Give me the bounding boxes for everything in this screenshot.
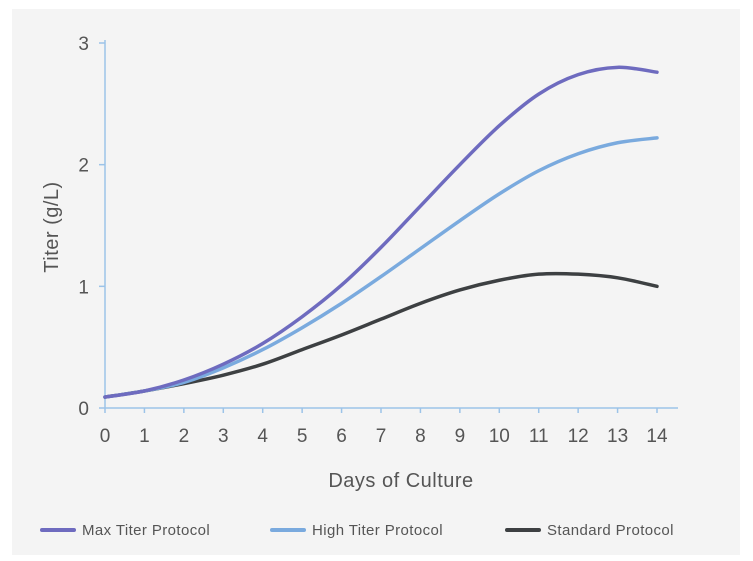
- y-tick-label: 2: [78, 156, 89, 177]
- x-tick-label: 2: [179, 426, 190, 447]
- legend-label-1: High Titer Protocol: [312, 522, 443, 539]
- series-line-2: [103, 271, 659, 399]
- x-tick-label: 8: [415, 426, 426, 447]
- x-axis-title: Days of Culture: [328, 470, 473, 492]
- legend-label-0: Max Titer Protocol: [82, 522, 210, 539]
- x-tick-label: 10: [489, 426, 510, 447]
- x-tick-label: 6: [336, 426, 347, 447]
- axes: [104, 40, 678, 409]
- x-tick-label: 0: [100, 426, 111, 447]
- series-lines: [103, 65, 659, 399]
- series-line-1: [103, 136, 659, 399]
- x-tick-label: 5: [297, 426, 308, 447]
- y-tick-label: 1: [78, 277, 89, 298]
- x-tick-label: 4: [257, 426, 268, 447]
- legend: Max Titer Protocol High Titer Protocol Sta…: [40, 522, 674, 539]
- x-tick-label: 14: [646, 426, 668, 447]
- x-tick-label: 11: [529, 426, 549, 447]
- y-tick-label: 3: [78, 34, 89, 55]
- x-tick-label: 7: [376, 426, 387, 447]
- y-tick-label: 0: [78, 399, 89, 420]
- legend-label-2: Standard Protocol: [547, 522, 674, 539]
- x-tick-label: 12: [568, 426, 589, 447]
- x-tick-label: 13: [607, 426, 628, 447]
- x-tick-label: 1: [139, 426, 150, 447]
- y-axis-title: Titer (g/L): [41, 181, 63, 272]
- x-tick-label: 3: [218, 426, 229, 447]
- series-line-0: [103, 65, 659, 399]
- x-tick-label: 9: [455, 426, 466, 447]
